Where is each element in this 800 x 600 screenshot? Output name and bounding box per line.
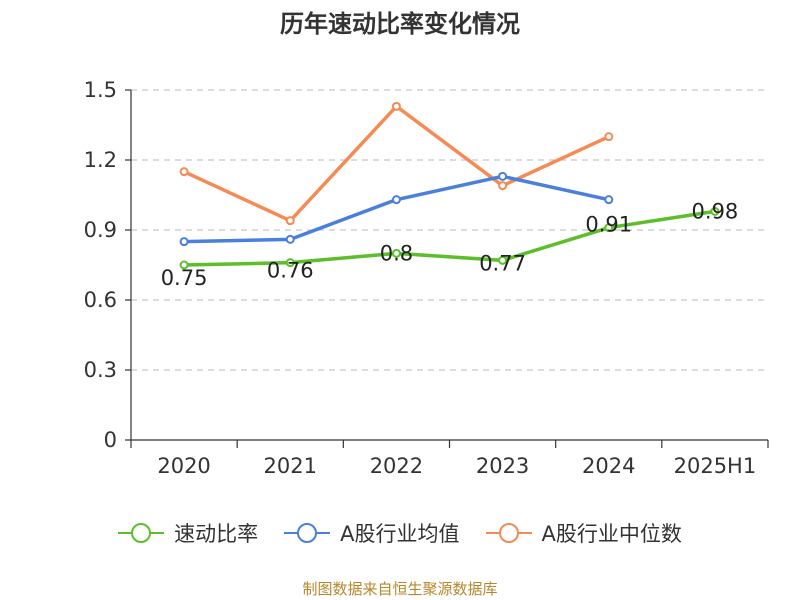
x-tick-label: 2022 xyxy=(370,454,423,478)
legend-marker-industry-median xyxy=(485,523,532,543)
legend-item-industry-median[interactable]: A股行业中位数 xyxy=(485,518,682,548)
legend-item-quick-ratio[interactable]: 速动比率 xyxy=(118,518,258,548)
data-point[interactable] xyxy=(285,258,295,268)
data-point[interactable] xyxy=(498,171,508,181)
data-label: 0.91 xyxy=(585,213,632,237)
legend: 速动比率 A股行业均值 A股行业中位数 xyxy=(0,518,800,548)
y-tick-label: 1.2 xyxy=(84,148,117,172)
data-point[interactable] xyxy=(179,167,189,177)
grid-lines xyxy=(131,89,768,371)
series-1 xyxy=(179,171,614,247)
y-tick-label: 0 xyxy=(104,428,117,452)
x-tick-label: 2025H1 xyxy=(674,454,757,478)
data-labels: 0.75 0.76 0.8 0.77 0.91 0.98 xyxy=(161,199,739,290)
data-point[interactable] xyxy=(498,255,508,265)
y-tick-label: 0.9 xyxy=(84,218,117,242)
y-tick-label: 1.5 xyxy=(84,78,117,102)
x-tick-label: 2023 xyxy=(476,454,529,478)
data-point[interactable] xyxy=(391,195,401,205)
series xyxy=(179,101,720,270)
legend-item-industry-mean[interactable]: A股行业均值 xyxy=(284,518,460,548)
series-0 xyxy=(179,206,720,270)
data-point[interactable] xyxy=(604,223,614,233)
data-label: 0.98 xyxy=(692,199,739,223)
data-point[interactable] xyxy=(179,260,189,270)
data-label: 0.77 xyxy=(479,251,526,275)
series-2 xyxy=(179,101,614,226)
legend-marker-quick-ratio xyxy=(118,523,165,543)
data-point[interactable] xyxy=(391,101,401,111)
x-tick-label: 2020 xyxy=(157,454,210,478)
data-label: 0.8 xyxy=(380,241,413,265)
legend-label-quick-ratio: 速动比率 xyxy=(174,522,259,546)
data-point[interactable] xyxy=(285,234,295,244)
legend-label-industry-median: A股行业中位数 xyxy=(541,522,682,546)
axes: 0 0.3 0.6 0.9 1.2 1.5 2020 2021 2022 2023 2024 2025… xyxy=(84,78,769,478)
data-point[interactable] xyxy=(285,216,295,226)
series-line xyxy=(184,174,610,244)
data-point[interactable] xyxy=(604,132,614,142)
legend-label-industry-mean: A股行业均值 xyxy=(340,522,460,546)
data-source-note: 制图数据来自恒生聚源数据库 xyxy=(302,580,498,598)
data-point[interactable] xyxy=(179,237,189,247)
series-line xyxy=(184,209,716,267)
data-point[interactable] xyxy=(498,181,508,191)
data-point[interactable] xyxy=(604,195,614,205)
legend-marker-industry-mean xyxy=(284,523,331,543)
y-tick-label: 0.3 xyxy=(84,358,117,382)
chart-title: 历年速动比率变化情况 xyxy=(280,10,520,38)
data-point[interactable] xyxy=(710,206,720,216)
y-tick-label: 0.6 xyxy=(84,288,117,312)
x-tick-label: 2024 xyxy=(582,454,635,478)
data-label: 0.76 xyxy=(267,259,314,283)
x-tick-label: 2021 xyxy=(264,454,317,478)
data-point[interactable] xyxy=(391,248,401,258)
data-label: 0.75 xyxy=(161,266,208,290)
